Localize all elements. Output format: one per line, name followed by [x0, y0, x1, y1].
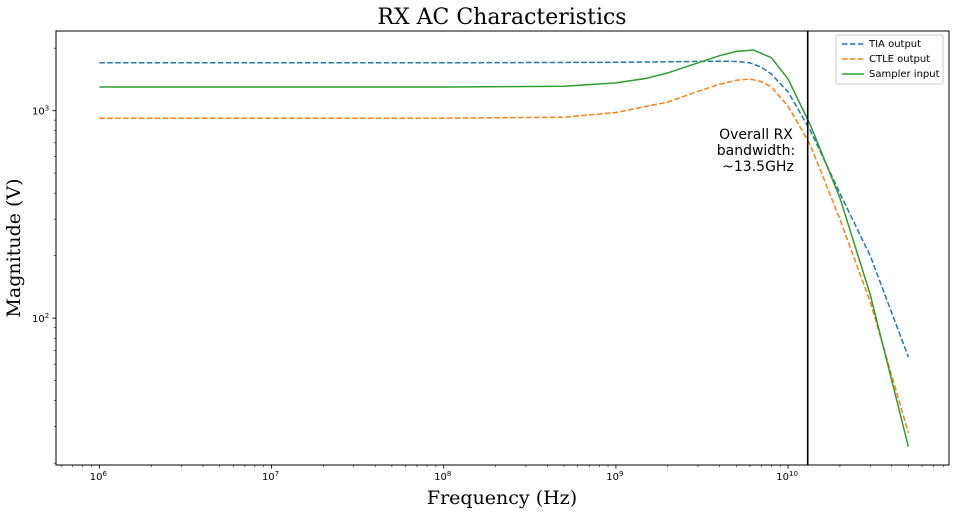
legend-entry-tia: TIA output: [842, 39, 921, 50]
x-tick-label: 109: [606, 470, 623, 483]
x-tick-label: 108: [434, 470, 451, 483]
legend-box: [835, 34, 944, 85]
y-tick-label: 103: [32, 105, 49, 118]
plot-frame: [55, 30, 950, 466]
y-axis-ticks: 102 103: [32, 47, 56, 464]
x-tick-label: 107: [262, 470, 279, 483]
legend: TIA output CTLE output Sampler input: [835, 34, 944, 85]
legend-label-ctle: CTLE output: [869, 54, 930, 65]
x-axis-ticks: 106 107 108 109 1010: [60, 465, 944, 483]
legend-label-tia: TIA output: [868, 39, 921, 50]
x-axis-label: Frequency (Hz): [427, 487, 577, 509]
y-axis-label: Magnitude (V): [3, 178, 25, 317]
y-tick-label: 102: [32, 312, 49, 325]
annotation-line-3: ~13.5GHz: [722, 159, 794, 175]
series-line-sampler-input: [99, 49, 910, 447]
chart-title: RX AC Characteristics: [377, 5, 626, 30]
plot-lines: [99, 49, 910, 447]
series-line-ctle-output: [99, 78, 910, 434]
annotation-line-2: bandwidth:: [717, 143, 796, 159]
bandwidth-annotation: Overall RX bandwidth: ~13.5GHz: [717, 127, 796, 175]
series-line-tia-output: [99, 60, 910, 358]
legend-entry-ctle: CTLE output: [842, 54, 930, 65]
annotation-line-1: Overall RX: [719, 127, 793, 143]
legend-entry-sampler: Sampler input: [842, 69, 940, 80]
x-tick-label: 106: [90, 470, 108, 483]
x-tick-label: 1010: [776, 470, 798, 483]
legend-label-sampler: Sampler input: [869, 69, 940, 80]
